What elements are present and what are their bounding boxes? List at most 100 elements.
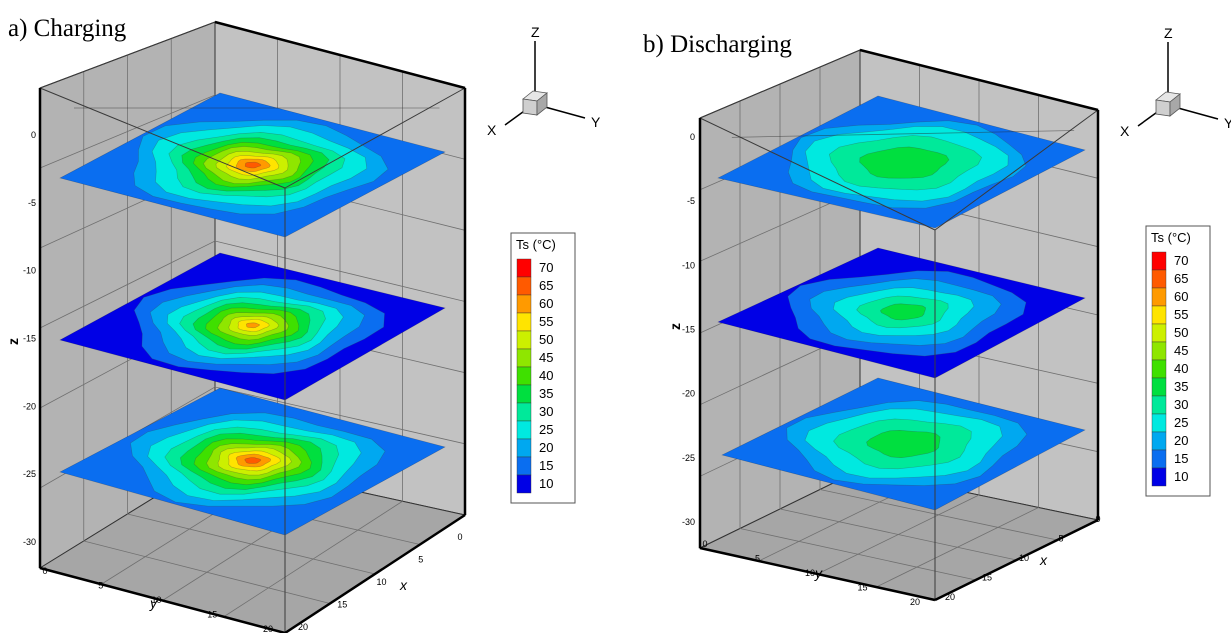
- legend-label: 40: [539, 368, 553, 383]
- z-tick-label: -25: [682, 453, 695, 463]
- z-tick-label: -20: [682, 389, 695, 399]
- x-axis-line: [934, 518, 1099, 602]
- legend-swatch: [1151, 359, 1167, 379]
- slice-outline: [59, 252, 446, 401]
- legend-swatch: [1151, 341, 1167, 361]
- axis-triad: Z X Y: [1120, 25, 1231, 139]
- slice-z2: [59, 387, 446, 536]
- top-edge-line: [859, 48, 1099, 112]
- panel-charging: a) Charging 0 -5 -10 -15 -20 -25 -30 0 5 10 15 20 0 5 1…: [5, 15, 601, 633]
- legend-label: 65: [539, 278, 553, 293]
- legend-label: 15: [539, 458, 553, 473]
- slice-z0: [717, 95, 1086, 229]
- triad-x-label: X: [487, 122, 497, 138]
- grid-line: [817, 494, 980, 575]
- legend-label: 45: [539, 350, 553, 365]
- legend: Ts (°C) 70 65 60 55 50 45 40 35 30 25 20 15 10: [510, 232, 576, 504]
- legend-swatch: [516, 438, 532, 458]
- y-tick-label: 20: [263, 624, 273, 633]
- x-tick-label: 5: [1058, 534, 1063, 544]
- legend-swatch: [516, 348, 532, 368]
- x-tick-label: 0: [1095, 514, 1100, 524]
- legend-label: 40: [1174, 361, 1188, 376]
- x-tick-label: 15: [982, 573, 992, 583]
- legend-label: 25: [539, 422, 553, 437]
- grid-line: [876, 507, 1039, 588]
- legend-label: 70: [539, 260, 553, 275]
- slice-z2: [721, 377, 1086, 511]
- y-tick-label: 10: [805, 568, 815, 578]
- y-tick-label: 20: [910, 597, 920, 607]
- legend-label: 30: [1174, 397, 1188, 412]
- legend-swatch: [516, 330, 532, 350]
- x-tick-label: 20: [945, 592, 955, 602]
- legend-label: 70: [1174, 253, 1188, 268]
- panel-discharging: b) Discharging 0 -5 -10 -15 -20 -25 -30 0 5 10 15 20…: [643, 25, 1231, 607]
- triad-y-line: [1177, 107, 1219, 120]
- y-axis-line: [39, 566, 286, 633]
- z-axis-label: z: [667, 323, 683, 330]
- legend-title: Ts (°C): [1151, 230, 1191, 245]
- legend-label: 45: [1174, 343, 1188, 358]
- slice-outline: [717, 247, 1086, 379]
- y-tick-label: 0: [702, 539, 707, 549]
- legend-label: 50: [539, 332, 553, 347]
- z-tick-label: 0: [690, 132, 695, 142]
- z-tick-label: -30: [682, 517, 695, 527]
- z-tick-label: -15: [23, 334, 36, 344]
- z-tick-label: -20: [23, 401, 36, 411]
- triad-z-label: Z: [1164, 25, 1173, 41]
- legend-swatch: [1151, 449, 1167, 469]
- legend-swatch: [516, 474, 532, 494]
- legend-swatch: [516, 402, 532, 422]
- legend: Ts (°C) 70 65 60 55 50 45 40 35 30 25 20 15 10: [1145, 225, 1211, 497]
- z-tick-label: -10: [23, 266, 36, 276]
- legend-swatch: [1151, 395, 1167, 415]
- legend-label: 55: [539, 314, 553, 329]
- y-tick-label: 5: [755, 554, 760, 564]
- triad-cube-right: [1169, 93, 1181, 117]
- legend-label: 65: [1174, 271, 1188, 286]
- z-tick-label: -15: [682, 325, 695, 335]
- y-axis-label: y: [814, 565, 823, 581]
- x-tick-label: 15: [337, 600, 347, 610]
- slice-outline: [717, 95, 1086, 229]
- y-tick-label: 5: [98, 581, 103, 591]
- legend-label: 30: [539, 404, 553, 419]
- z-axis-label: z: [5, 338, 21, 345]
- legend-swatch: [516, 366, 532, 386]
- y-axis-label: y: [149, 595, 158, 611]
- edge: [699, 49, 861, 119]
- contour-level-35: [866, 429, 941, 459]
- triad-y-label: Y: [1224, 115, 1231, 131]
- grid-line: [819, 489, 1058, 541]
- legend-swatch: [516, 312, 532, 332]
- legend-swatch: [1151, 269, 1167, 289]
- y-tick-label: 0: [42, 566, 47, 576]
- triad-y-label: Y: [591, 114, 601, 130]
- contour-level-65: [244, 457, 262, 464]
- z-tick-label: -5: [28, 198, 36, 208]
- legend-swatch: [1151, 323, 1167, 343]
- z-tick-label: 0: [31, 130, 36, 140]
- y-tick-label: 10: [151, 595, 161, 605]
- legend-label: 35: [539, 386, 553, 401]
- panel-title: b) Discharging: [643, 31, 792, 58]
- legend-swatch: [516, 456, 532, 476]
- legend-swatch: [516, 276, 532, 296]
- legend-label: 25: [1174, 415, 1188, 430]
- slice-z1: [59, 252, 446, 401]
- legend-label: 10: [539, 476, 553, 491]
- y-axis-line: [699, 546, 936, 602]
- legend-swatch: [516, 384, 532, 404]
- axis-triad: Z X Y: [487, 24, 601, 138]
- legend-swatch: [516, 420, 532, 440]
- z-tick-label: -5: [687, 196, 695, 206]
- legend-swatch: [1151, 413, 1167, 433]
- z-tick-label: -25: [23, 469, 36, 479]
- x-tick-label: 20: [298, 622, 308, 632]
- legend-label: 60: [1174, 289, 1188, 304]
- x-tick-label: 10: [1019, 553, 1029, 563]
- x-axis-line: [284, 513, 466, 633]
